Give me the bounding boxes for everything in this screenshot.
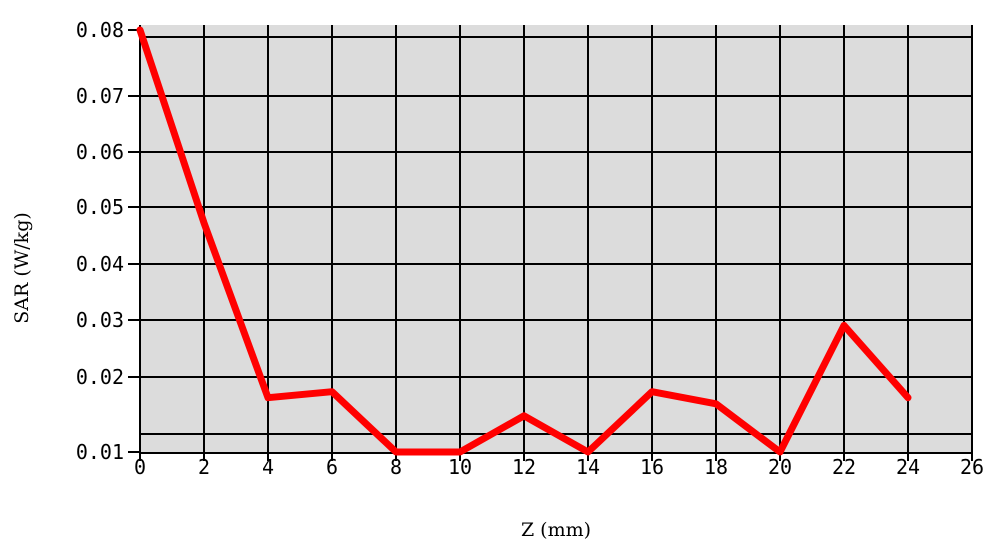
x-tick-label: 10 [448, 455, 472, 479]
x-tick-label: 6 [326, 455, 338, 479]
x-tick-label: 22 [832, 455, 856, 479]
data-point [715, 403, 717, 405]
y-axis-label: SAR (W/kg) [11, 212, 33, 324]
data-point [331, 391, 333, 393]
x-tick-label: 26 [960, 455, 984, 479]
y-tick-label: 0.04 [76, 252, 124, 276]
x-tick-label: 16 [640, 455, 664, 479]
x-tick-label: 18 [704, 455, 728, 479]
x-tick-label: 8 [390, 455, 402, 479]
y-tick-label: 0.07 [76, 84, 124, 108]
x-tick-label: 24 [896, 455, 920, 479]
x-axis-label: Z (mm) [521, 519, 591, 541]
x-tick-label: 4 [262, 455, 274, 479]
data-point [587, 451, 589, 453]
y-tick-label: 0.02 [76, 365, 124, 389]
data-point [267, 397, 269, 399]
data-point [779, 451, 781, 453]
data-point [523, 415, 525, 417]
data-point [651, 391, 653, 393]
data-point [907, 397, 909, 399]
series-layer [136, 26, 912, 456]
x-tick-label: 0 [134, 455, 146, 479]
x-tick-label: 12 [512, 455, 536, 479]
data-point [395, 451, 397, 453]
y-tick-label: 0.06 [76, 140, 124, 164]
tick-labels: 0 2 4 6 8 10 12 14 16 18 20 22 24 260.080.070.060.050… [76, 18, 984, 479]
y-tick-label: 0.05 [76, 195, 124, 219]
data-point [203, 222, 205, 224]
y-tick-label: 0.03 [76, 308, 124, 332]
data-point [459, 451, 461, 453]
data-point [139, 29, 141, 31]
grid-lines [140, 25, 973, 453]
y-tick-label: 0.01 [76, 440, 124, 464]
data-point [843, 324, 845, 326]
x-tick-label: 20 [768, 455, 792, 479]
x-tick-label: 14 [576, 455, 600, 479]
x-tick-label: 2 [198, 455, 210, 479]
y-tick-label: 0.08 [76, 18, 124, 42]
